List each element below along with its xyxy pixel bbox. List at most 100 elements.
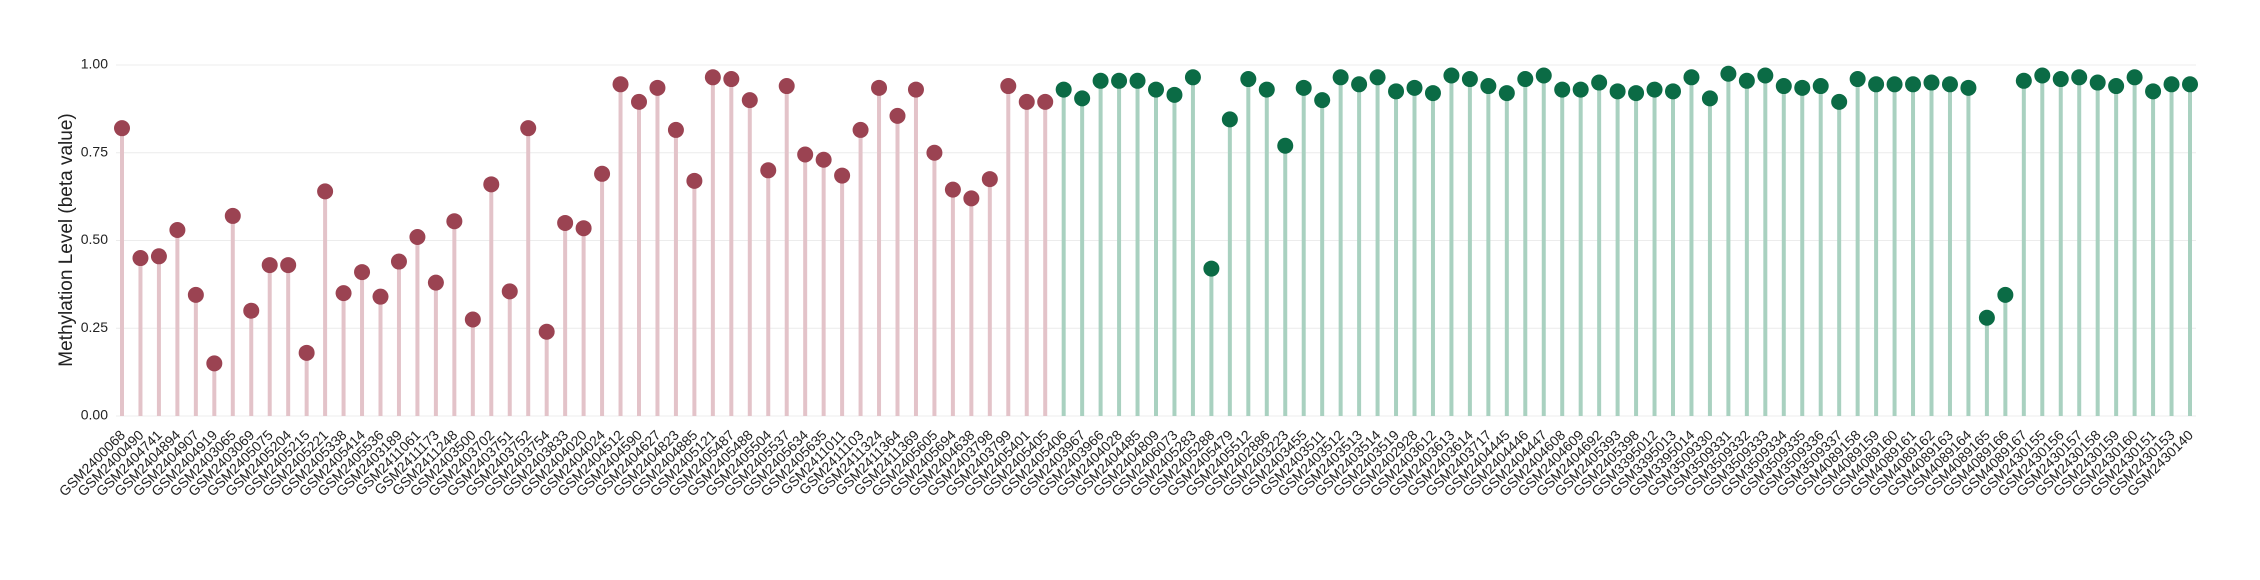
point — [1314, 92, 1331, 109]
point — [1369, 69, 1386, 86]
point — [1443, 67, 1460, 84]
point — [612, 76, 629, 93]
point — [280, 257, 297, 274]
point — [1332, 69, 1349, 86]
point — [2126, 69, 2143, 86]
point — [2052, 71, 2069, 88]
point — [1554, 81, 1571, 98]
point — [335, 285, 352, 302]
point — [2071, 69, 2088, 86]
point — [317, 183, 334, 200]
point — [1535, 67, 1552, 84]
point — [1665, 83, 1681, 100]
point — [1591, 74, 1608, 91]
point — [1701, 90, 1718, 107]
point — [649, 79, 666, 96]
point — [1812, 78, 1829, 95]
point — [1738, 72, 1755, 89]
point — [575, 220, 592, 237]
y-tick-label: 0.25 — [81, 319, 108, 335]
point — [1720, 65, 1737, 82]
point — [1240, 71, 1257, 88]
point — [538, 323, 555, 340]
point — [1498, 85, 1515, 102]
point — [2089, 74, 2106, 91]
point — [1221, 111, 1238, 128]
y-tick-label: 1.00 — [81, 56, 108, 72]
point — [1572, 81, 1589, 98]
point — [1960, 79, 1977, 96]
point — [1517, 71, 1534, 88]
point — [981, 171, 998, 188]
point — [1129, 72, 1146, 89]
point — [1794, 79, 1811, 96]
point — [1849, 71, 1866, 88]
y-tick-label: 0.75 — [81, 143, 108, 159]
point — [372, 288, 389, 305]
point — [132, 250, 149, 267]
point — [1997, 286, 2014, 303]
point — [1277, 137, 1294, 154]
point — [1775, 78, 1792, 95]
point — [760, 162, 777, 179]
point — [1074, 90, 1091, 107]
point — [2182, 76, 2198, 93]
point — [224, 207, 241, 224]
point — [1831, 93, 1848, 110]
point — [464, 311, 481, 328]
point — [169, 221, 186, 238]
point — [501, 283, 518, 300]
point — [889, 107, 906, 124]
point — [1184, 69, 1201, 86]
point — [778, 78, 795, 95]
point — [409, 228, 426, 245]
point — [1388, 83, 1405, 100]
point — [686, 172, 703, 189]
y-tick-label: 0.00 — [81, 407, 108, 423]
point — [1628, 85, 1645, 102]
point — [926, 144, 943, 161]
point — [520, 120, 537, 137]
point — [1295, 79, 1312, 96]
point — [704, 69, 721, 86]
point — [427, 274, 444, 291]
point — [354, 264, 371, 281]
point — [852, 121, 869, 138]
point — [944, 181, 961, 198]
point — [907, 81, 924, 98]
point — [114, 120, 130, 137]
point — [1868, 76, 1885, 93]
point — [741, 92, 758, 109]
point — [206, 355, 223, 372]
point — [298, 344, 315, 361]
point — [1092, 72, 1109, 89]
point — [963, 190, 980, 207]
point — [150, 248, 167, 265]
point — [1646, 81, 1663, 98]
point — [1018, 93, 1035, 110]
point — [557, 214, 574, 231]
point — [871, 79, 888, 96]
point — [631, 93, 647, 110]
y-tick-label: 0.50 — [81, 231, 108, 247]
point — [1000, 78, 1017, 95]
point — [1905, 76, 1922, 93]
point — [1055, 81, 1072, 98]
point — [2145, 83, 2162, 100]
y-axis-title: Methylation Level (beta value) — [56, 113, 77, 366]
point — [1203, 260, 1220, 277]
point — [2108, 78, 2125, 95]
point — [1166, 86, 1183, 103]
point — [1424, 85, 1441, 102]
point — [1923, 74, 1940, 91]
point — [446, 213, 463, 230]
point — [1351, 76, 1368, 93]
point — [1111, 72, 1128, 89]
point — [187, 286, 204, 303]
point — [483, 176, 500, 193]
point — [2015, 72, 2032, 89]
point — [1886, 76, 1903, 93]
point — [261, 257, 278, 274]
point — [243, 302, 260, 319]
